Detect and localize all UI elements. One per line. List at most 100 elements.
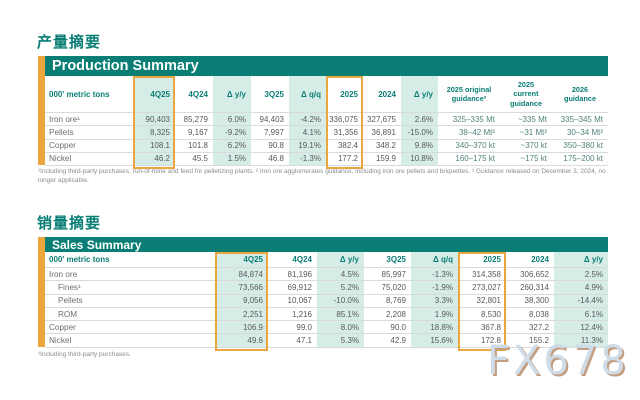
table-cell: 90,403 xyxy=(133,113,175,126)
table-cell: 90.0 xyxy=(390,322,406,332)
table-cell: ~335 Mt xyxy=(517,114,547,124)
table-cell: 4.1% xyxy=(289,126,326,139)
table-cell: 382.4 xyxy=(337,141,358,151)
table-row: Copper 106.9 99.0 8.0% 90.0 18.8% 367.8 327.2 12… xyxy=(45,320,608,334)
table-cell: 32,801 xyxy=(476,296,501,306)
row-label: Iron ore¹ xyxy=(49,114,80,124)
table-cell: 159.9 xyxy=(375,154,396,164)
table-cell: 5.3% xyxy=(317,334,364,347)
row-label: Pellets xyxy=(49,127,74,137)
table-cell: 340–370 kt xyxy=(455,141,495,151)
table-cell: 99.0 xyxy=(296,322,312,332)
table-cell: 3.3% xyxy=(411,294,458,307)
table-cell: 45.5 xyxy=(192,154,208,164)
unit-header: 000' metric tons xyxy=(49,89,110,99)
row-label: Nickel xyxy=(49,154,72,164)
table-cell: 1.9% xyxy=(411,307,458,321)
table-cell: 69,912 xyxy=(287,282,312,292)
table-cell: -9.2% xyxy=(213,126,251,139)
table-cell: 6.0% xyxy=(213,113,251,126)
table-cell: 8,769 xyxy=(385,296,406,306)
table-cell: ~175 kt xyxy=(520,154,547,164)
table-cell: 367.8 xyxy=(480,322,501,332)
table-cell: 177.2 xyxy=(337,154,358,164)
row-label: Copper xyxy=(49,141,76,151)
table-cell: 75,020 xyxy=(381,282,406,292)
table-cell: 10.8% xyxy=(401,152,438,165)
table-cell: -10.0% xyxy=(317,294,364,307)
column-header: Δ q/q xyxy=(289,76,326,112)
table-cell: 1.5% xyxy=(213,152,251,165)
watermark-fx678: FX678 xyxy=(487,338,629,384)
column-header: Δ y/y xyxy=(213,76,251,112)
column-header: 4Q25 xyxy=(133,76,175,112)
table-cell: 2.6% xyxy=(401,113,438,126)
production-footnote: ¹Including third-party purchases, run-of… xyxy=(38,168,606,184)
table-cell: 85,997 xyxy=(381,269,406,279)
table-cell: ~31 Mt² xyxy=(519,127,547,137)
sales-banner: Sales Summary xyxy=(45,237,608,252)
table-cell: 94,403 xyxy=(259,114,284,124)
table-cell: -1.9% xyxy=(411,281,458,294)
table-cell: 49.6 xyxy=(215,334,268,347)
table-row: Iron ore¹ 90,403 85,279 6.0% 94,403 -4.2% 336,… xyxy=(45,112,608,126)
table-cell: 31,356 xyxy=(333,127,358,137)
table-cell: 325–335 Mt xyxy=(452,114,495,124)
table-cell: 273,027 xyxy=(472,282,501,292)
section-title-production-zh: 产量摘要 xyxy=(37,34,102,51)
table-cell: 8,325 xyxy=(133,126,175,139)
table-cell: 90.8 xyxy=(268,141,284,151)
production-table: Production Summary 000' metric tons 4Q25 4… xyxy=(38,56,608,169)
table-cell: 38,300 xyxy=(524,296,549,306)
column-header: 2025 original guidance³ xyxy=(446,84,492,103)
table-cell: 4.5% xyxy=(317,268,364,281)
table-cell: 6.1% xyxy=(554,307,608,321)
table-cell: -4.2% xyxy=(289,113,326,126)
accent-bar xyxy=(38,56,45,165)
table-cell: 348.2 xyxy=(375,141,396,151)
table-cell: 108.1 xyxy=(133,139,175,152)
table-row: ROM 2,251 1,216 85.1% 2,208 1.9% 8,530 8,038 6.1… xyxy=(45,306,608,321)
table-row: Fines¹ 73,566 69,912 5.2% 75,020 -1.9% 273,027… xyxy=(45,280,608,294)
table-cell: 73,566 xyxy=(215,281,268,294)
table-cell: 314,358 xyxy=(472,269,501,279)
table-cell: ~370 kt xyxy=(520,141,547,151)
table-cell: 5.2% xyxy=(317,281,364,294)
row-label: Copper xyxy=(49,322,76,332)
table-cell: 2,251 xyxy=(215,307,268,321)
column-header: 2024 xyxy=(531,255,549,264)
column-header: 4Q24 xyxy=(292,255,312,264)
table-cell: -14.4% xyxy=(554,294,608,307)
table-cell: 11.3% xyxy=(554,334,608,347)
column-header: Δ y/y xyxy=(401,76,438,112)
row-label: Pellets xyxy=(58,296,83,306)
production-banner-title: Production Summary xyxy=(52,58,199,74)
column-header: 2025 xyxy=(340,89,358,99)
table-cell: 101.8 xyxy=(187,141,208,151)
row-label: Iron ore xyxy=(49,269,78,279)
column-header: 3Q25 xyxy=(264,89,284,99)
table-cell: 81,196 xyxy=(287,269,312,279)
table-row: Pellets 9,056 10,067 -10.0% 8,769 3.3% 32,801 3… xyxy=(45,293,608,307)
sales-rows: Iron ore 84,874 81,196 4.5% 85,997 -1.3% 314,3… xyxy=(45,267,608,348)
table-cell: 15.6% xyxy=(411,334,458,347)
table-cell: -15.0% xyxy=(401,126,438,139)
row-label: ROM xyxy=(58,309,78,319)
table-row: Iron ore 84,874 81,196 4.5% 85,997 -1.3% 314,3… xyxy=(45,267,608,281)
table-cell: 155.2 xyxy=(528,336,549,346)
column-header: 3Q25 xyxy=(386,255,406,264)
row-label: Nickel xyxy=(49,336,72,346)
table-cell: 9,056 xyxy=(215,294,268,307)
table-row: Nickel 49.6 47.1 5.3% 42.9 15.6% 172.8 155.2 11.… xyxy=(45,333,608,347)
table-cell: 8.0% xyxy=(317,321,364,334)
table-cell: 7,997 xyxy=(263,127,284,137)
row-label: Fines¹ xyxy=(58,282,81,292)
column-header: 2026 guidance xyxy=(563,84,597,103)
table-cell: 306,652 xyxy=(520,269,549,279)
table-cell: -1.3% xyxy=(289,152,326,165)
table-cell: 335–345 Mt xyxy=(560,114,603,124)
table-cell: 172.8 xyxy=(480,336,501,346)
table-cell: 30–34 Mt² xyxy=(566,127,603,137)
table-cell: 18.8% xyxy=(411,321,458,334)
column-header: 2025 current guidance xyxy=(509,80,543,108)
